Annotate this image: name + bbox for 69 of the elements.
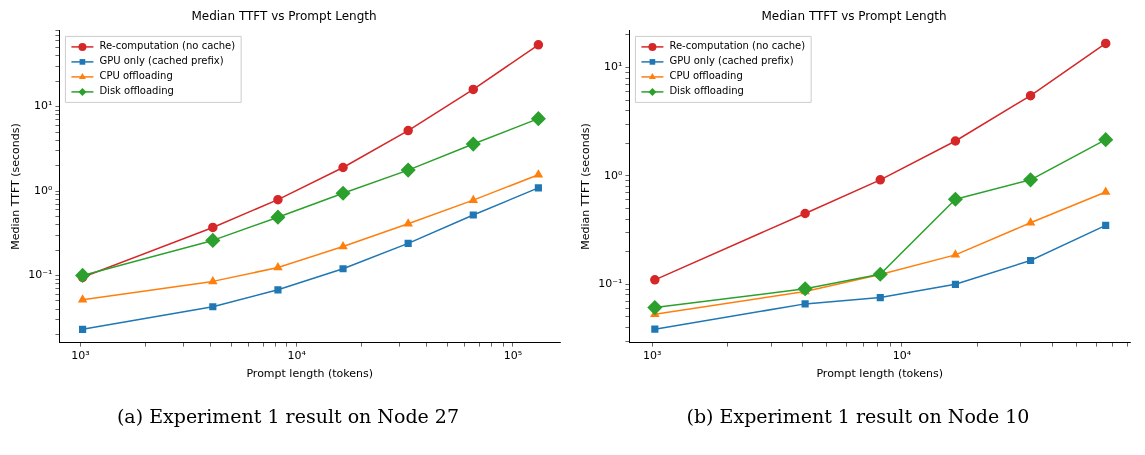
point xyxy=(469,211,477,219)
y-tick-label: 10⁻¹ xyxy=(28,268,53,282)
point xyxy=(209,303,217,311)
point xyxy=(468,84,479,95)
point xyxy=(1023,172,1038,188)
text: (a) Experiment 1 result on Node 27 xyxy=(116,405,460,427)
point xyxy=(800,208,810,219)
point xyxy=(951,280,959,288)
x-tick-label: 10⁵ xyxy=(503,349,523,363)
y-axis-title: Median TTFT (seconds) xyxy=(9,123,23,250)
y-tick-label: 10¹ xyxy=(603,60,623,74)
point xyxy=(205,233,221,248)
point xyxy=(208,276,218,285)
legend-label: Disk offloading xyxy=(669,85,744,97)
x-axis-title: Prompt length (tokens) xyxy=(816,367,943,381)
point xyxy=(338,241,348,250)
legend-label: CPU offloading xyxy=(99,70,173,82)
point xyxy=(1098,132,1113,147)
point xyxy=(1100,38,1111,49)
point xyxy=(466,136,481,152)
point xyxy=(1026,217,1035,226)
y-tick-label: 10⁻¹ xyxy=(598,277,623,291)
point xyxy=(335,186,351,201)
point xyxy=(208,222,218,233)
point xyxy=(1026,256,1035,265)
point xyxy=(875,175,886,185)
point xyxy=(951,250,960,258)
x-axis-title: Prompt length (tokens) xyxy=(246,367,373,381)
x-tick-label: 10⁴ xyxy=(287,349,307,363)
point xyxy=(403,218,413,227)
y-tick-label: 10¹ xyxy=(33,99,53,113)
point xyxy=(533,40,544,50)
point xyxy=(534,169,543,178)
chart-title: Median TTFT vs Prompt Length xyxy=(191,9,377,24)
point xyxy=(948,191,963,207)
legend-label: Re-computation (no cache) xyxy=(99,40,236,52)
point xyxy=(531,111,546,126)
point xyxy=(338,162,348,173)
x-tick-label: 10³ xyxy=(643,349,662,363)
legend-label: Re-computation (no cache) xyxy=(669,40,806,52)
point xyxy=(400,162,416,178)
point xyxy=(950,136,961,146)
point xyxy=(339,265,347,273)
point xyxy=(274,286,282,294)
point xyxy=(797,281,813,297)
legend-label: GPU only (cached prefix) xyxy=(669,55,794,67)
point xyxy=(1102,221,1110,229)
point xyxy=(873,266,888,282)
legend-label: Disk offloading xyxy=(99,85,174,97)
point xyxy=(469,195,478,203)
point xyxy=(1025,90,1036,101)
y-tick-label: 10⁰ xyxy=(33,183,53,197)
point xyxy=(273,262,283,271)
point xyxy=(801,300,809,308)
point xyxy=(404,239,412,247)
x-tick-label: 10⁴ xyxy=(892,349,912,363)
legend-label: GPU only (cached prefix) xyxy=(99,55,224,67)
point xyxy=(270,209,286,225)
y-axis-title: Median TTFT (seconds) xyxy=(579,123,593,250)
point xyxy=(273,194,283,205)
text: (b) Experiment 1 result on Node 10 xyxy=(686,405,1030,427)
y-tick-label: 10⁰ xyxy=(603,168,623,182)
point xyxy=(1101,187,1110,195)
chart-title: Median TTFT vs Prompt Length xyxy=(761,9,947,24)
legend-label: CPU offloading xyxy=(669,70,743,82)
point xyxy=(876,293,884,302)
point xyxy=(534,184,542,192)
x-tick-label: 10³ xyxy=(71,349,90,363)
point xyxy=(403,125,413,136)
